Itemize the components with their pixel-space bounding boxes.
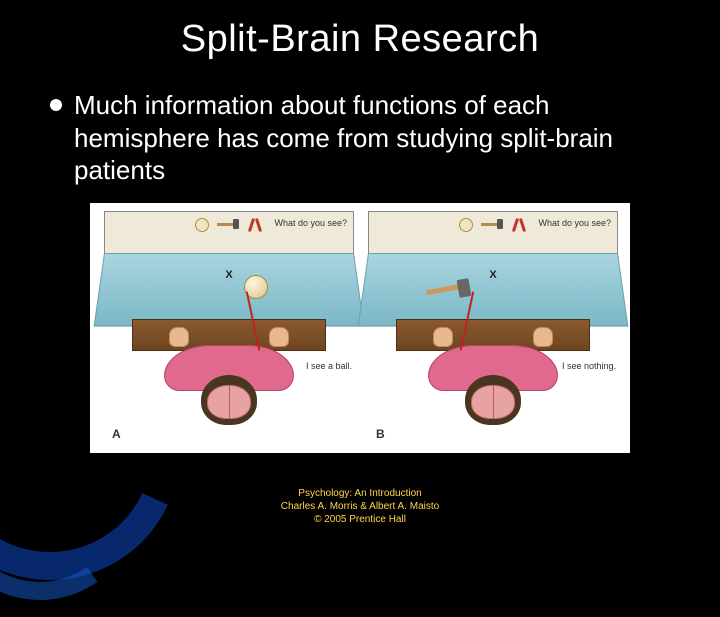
- bullet-text: Much information about functions of each…: [74, 89, 670, 187]
- response-bubble-a: I see a ball.: [302, 359, 356, 373]
- slide-footer: Psychology: An Introduction Charles A. M…: [0, 487, 720, 526]
- fixation-cross: X: [489, 269, 496, 281]
- subject-person: [164, 345, 294, 441]
- left-hand: [169, 327, 189, 347]
- brain-icon: [471, 385, 515, 419]
- hands: [433, 327, 553, 347]
- ball-icon: [459, 218, 473, 232]
- fixation-cross: X: [225, 269, 232, 281]
- slide-title: Split-Brain Research: [0, 0, 720, 61]
- pliers-icon: [511, 218, 527, 232]
- hammer-icon: [217, 219, 239, 231]
- footer-line-3: © 2005 Prentice Hall: [0, 513, 720, 526]
- brain-icon: [207, 385, 251, 419]
- projection-screen: [94, 253, 365, 327]
- slide-body: Much information about functions of each…: [0, 61, 720, 453]
- response-bubble-b: I see nothing.: [558, 359, 620, 373]
- figure-panel-a: What do you see? X I see a ball. A: [104, 211, 354, 441]
- right-hand: [269, 327, 289, 347]
- footer-line-1: Psychology: An Introduction: [0, 487, 720, 500]
- projection-screen: [358, 253, 629, 327]
- figure-panel-b: What do you see? X I see nothing. B: [368, 211, 618, 441]
- split-brain-figure: What do you see? X I see a ball. A: [90, 203, 630, 453]
- hammer-icon: [481, 219, 503, 231]
- subject-person: [428, 345, 558, 441]
- left-hand: [433, 327, 453, 347]
- right-hand: [533, 327, 553, 347]
- bullet-dot-icon: [50, 99, 62, 111]
- pliers-icon: [247, 218, 263, 232]
- stimulus-hammer: [426, 277, 472, 299]
- question-text: What do you see?: [538, 218, 611, 228]
- board-objects: [459, 218, 527, 232]
- hands: [169, 327, 289, 347]
- ball-icon: [195, 218, 209, 232]
- footer-line-2: Charles A. Morris & Albert A. Maisto: [0, 500, 720, 513]
- question-text: What do you see?: [274, 218, 347, 228]
- bullet-item: Much information about functions of each…: [50, 89, 670, 187]
- board-objects: [195, 218, 263, 232]
- panel-label-a: A: [112, 427, 121, 441]
- panel-label-b: B: [376, 427, 385, 441]
